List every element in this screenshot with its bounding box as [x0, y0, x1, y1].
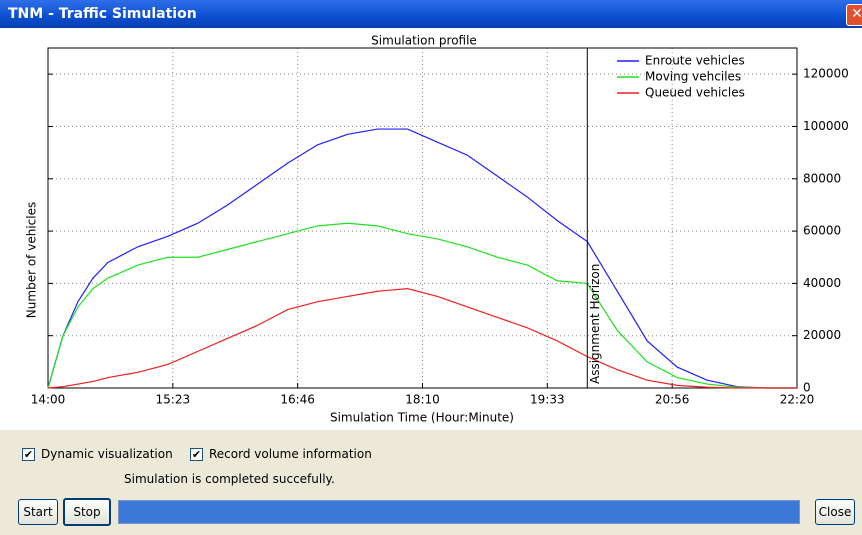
checkbox-label: Record volume information — [209, 447, 372, 461]
y-tick-label: 100000 — [803, 119, 849, 133]
x-axis-label: Simulation Time (Hour:Minute) — [330, 411, 514, 425]
close-window-button[interactable]: ✕ — [846, 4, 862, 26]
y-tick-label: 120000 — [803, 67, 849, 81]
y-tick-label: 80000 — [803, 171, 841, 185]
series-line — [47, 128, 797, 389]
chart: Simulation profile Simulation Time (Hour… — [0, 28, 862, 430]
plot-frame — [47, 47, 798, 389]
series-line — [47, 222, 797, 389]
checkbox-box[interactable]: ✔ — [22, 447, 35, 461]
checkbox-box[interactable]: ✔ — [190, 447, 203, 461]
legend-label: Enroute vehicles — [645, 54, 745, 68]
y-tick-label: 20000 — [803, 328, 841, 342]
chart-title: Simulation profile — [371, 34, 477, 48]
checkbox[interactable]: ✔ Dynamic visualization — [22, 447, 173, 461]
x-tick-label: 16:46 — [280, 393, 315, 407]
x-tick-label: 18:10 — [405, 393, 440, 407]
legend-label: Queued vehicles — [645, 86, 745, 100]
y-tick-label: 60000 — [803, 224, 841, 238]
series-line — [47, 288, 797, 389]
annotation-text: Assignment Horizon — [588, 264, 602, 384]
y-tick-label: 40000 — [803, 276, 841, 290]
x-tick-label: 19:33 — [530, 393, 565, 407]
legend-label: Moving vehciles — [645, 70, 741, 84]
title-bar: TNM - Traffic Simulation ✕ — [0, 0, 862, 28]
checkbox-label: Dynamic visualization — [41, 447, 173, 461]
progress-bar — [118, 500, 800, 524]
status-text: Simulation is completed succefully. — [124, 472, 335, 486]
y-tick-label: 0 — [803, 381, 811, 395]
start-button[interactable]: Start — [18, 499, 58, 525]
x-tick-label: 15:23 — [156, 393, 191, 407]
y-axis-label: Number of vehicles — [25, 202, 39, 318]
checkbox[interactable]: ✔ Record volume information — [190, 447, 372, 461]
stop-button[interactable]: Stop — [63, 498, 111, 526]
window-title: TNM - Traffic Simulation — [8, 6, 197, 22]
close-button[interactable]: Close — [815, 499, 855, 525]
x-tick-label: 20:56 — [655, 393, 690, 407]
x-tick-label: 14:00 — [31, 393, 66, 407]
chart-background — [0, 28, 862, 430]
x-tick-label: 22:20 — [780, 393, 815, 407]
